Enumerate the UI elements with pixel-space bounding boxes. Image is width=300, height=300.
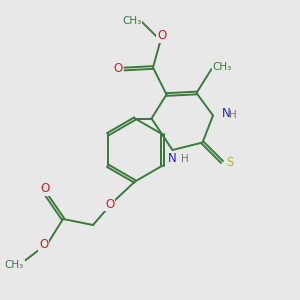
Text: CH₃: CH₃ (4, 260, 24, 271)
Text: CH₃: CH₃ (212, 62, 232, 73)
Text: N: N (221, 106, 230, 120)
Text: O: O (40, 182, 50, 195)
Text: H: H (181, 154, 189, 164)
Text: CH₃: CH₃ (122, 16, 142, 26)
Text: O: O (39, 238, 48, 251)
Text: O: O (105, 197, 114, 211)
Text: O: O (113, 62, 122, 76)
Text: S: S (226, 155, 233, 169)
Text: H: H (229, 110, 236, 120)
Text: O: O (158, 28, 166, 42)
Text: N: N (168, 152, 177, 165)
